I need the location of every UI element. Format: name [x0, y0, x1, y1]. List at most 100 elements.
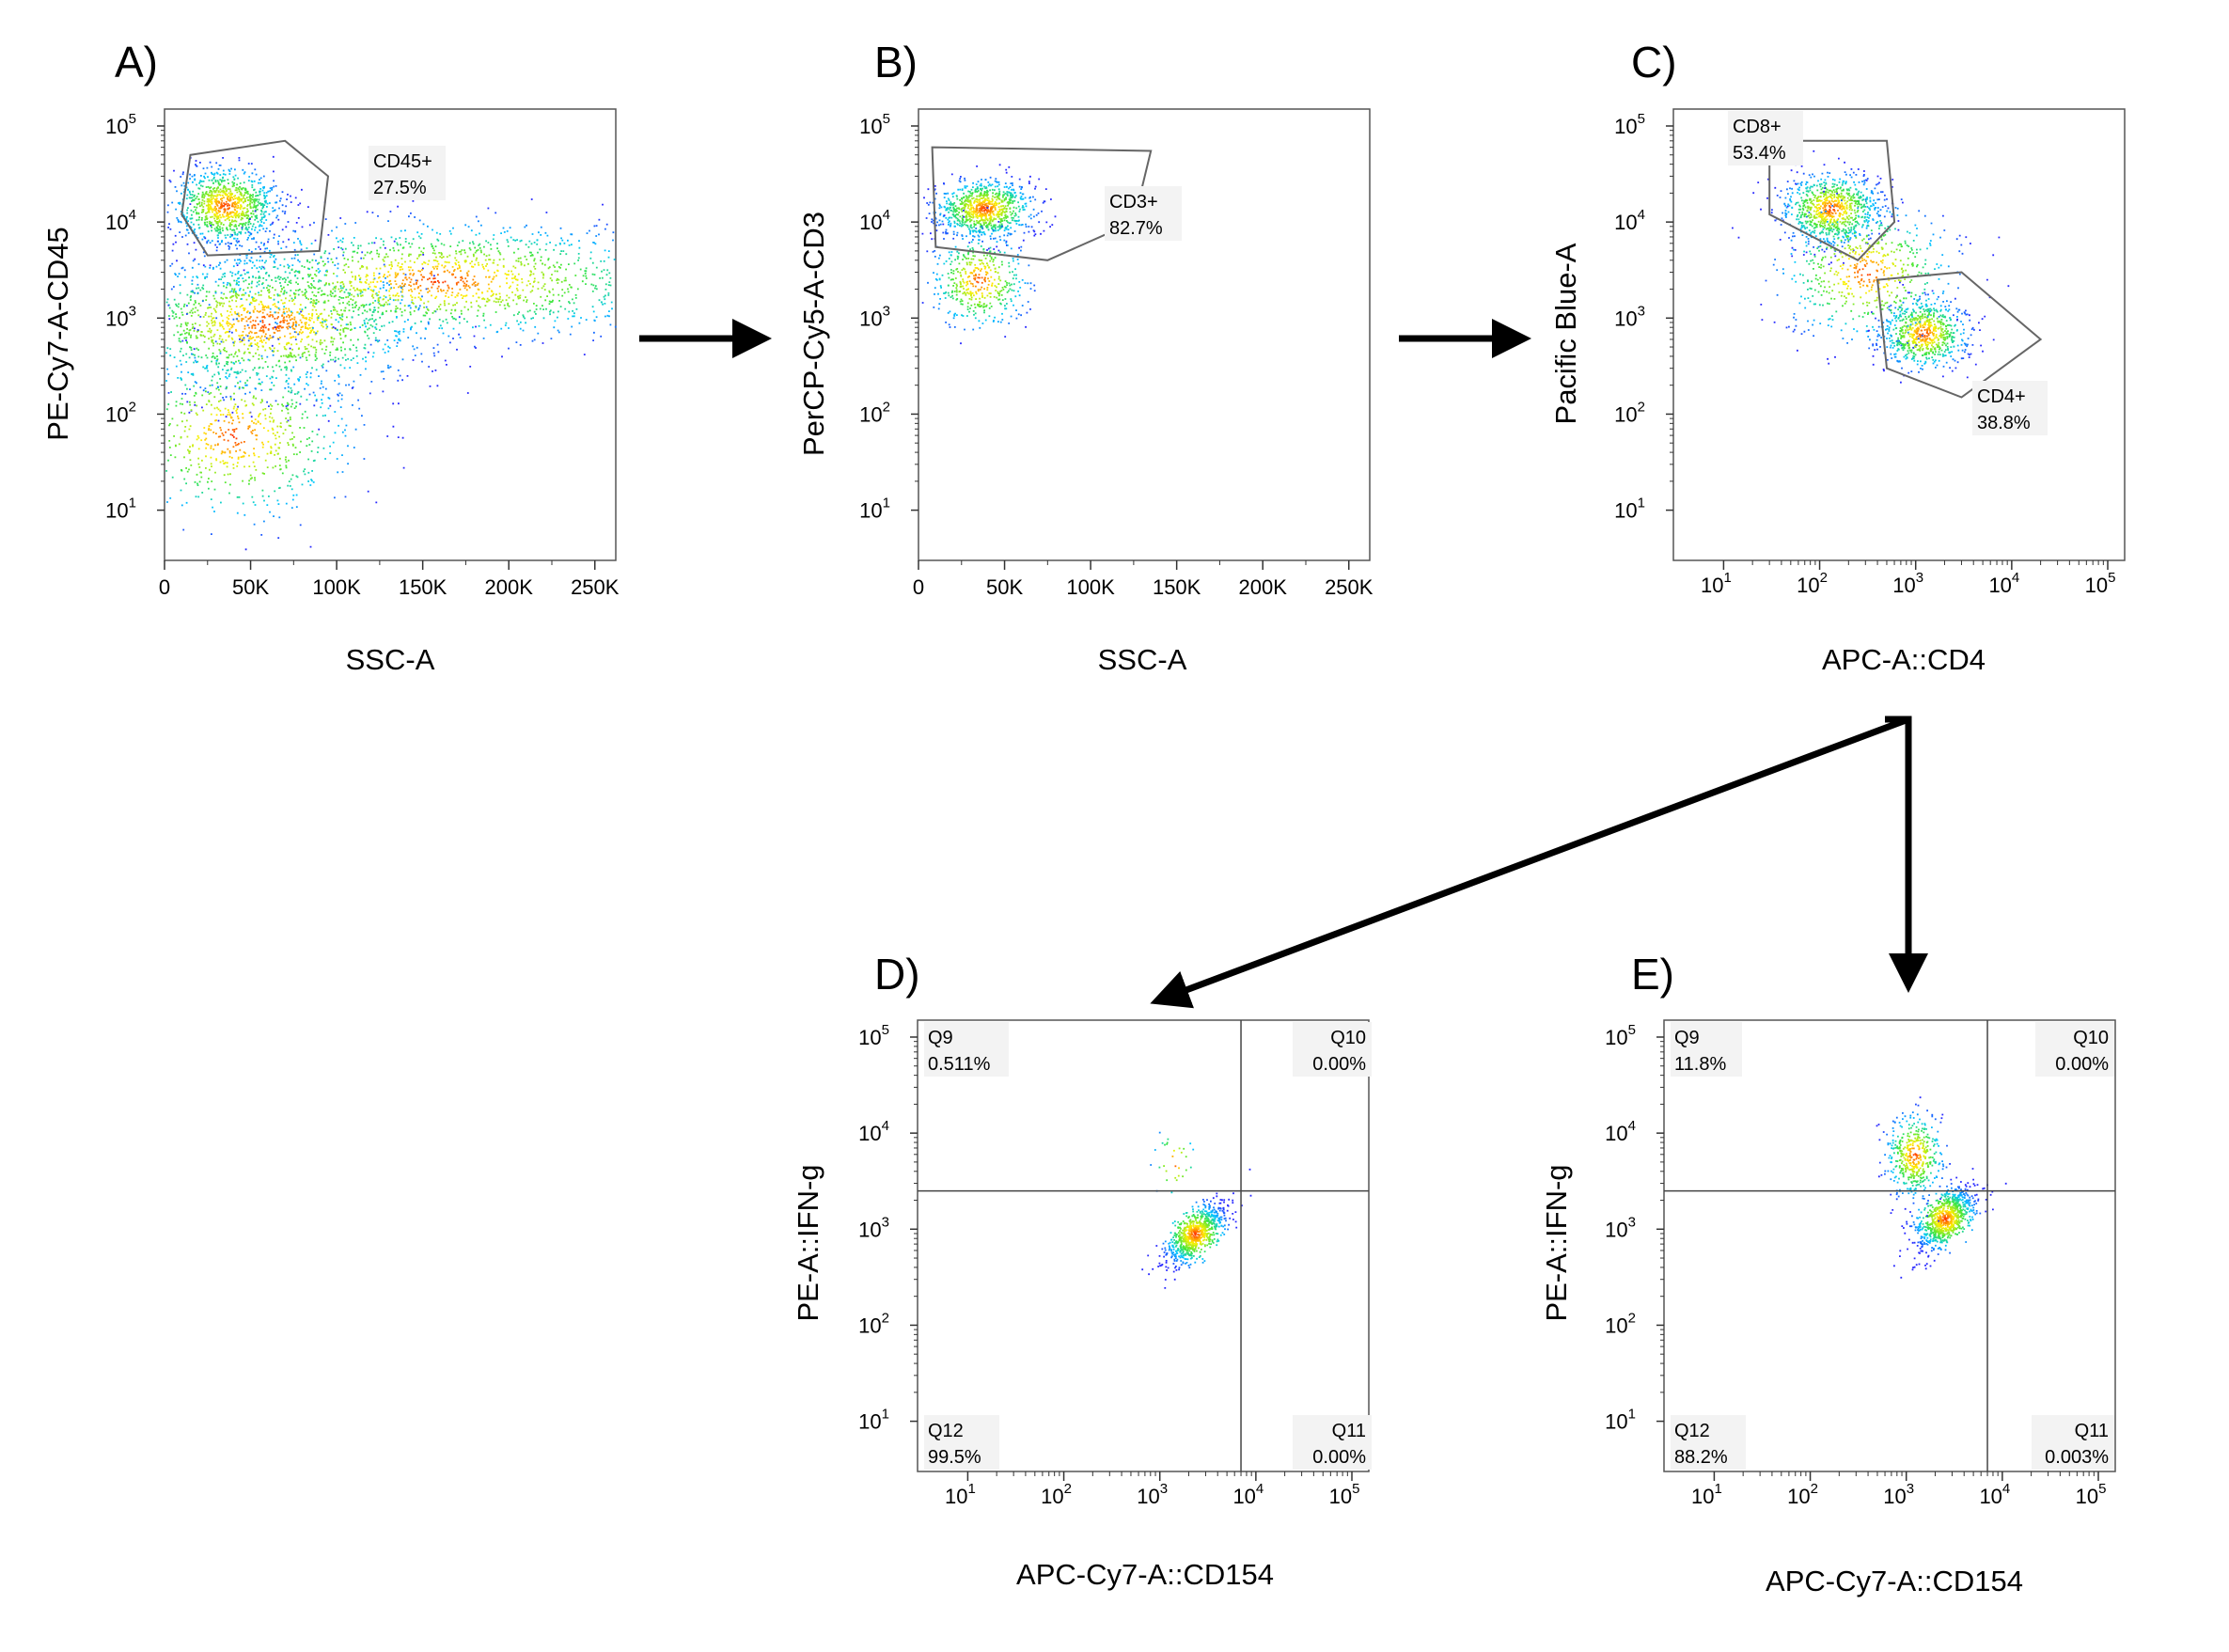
- event-dots: [1013, 197, 1016, 198]
- event-dots: [1905, 325, 1907, 327]
- event-dots: [1912, 308, 1914, 311]
- event-dots: [1203, 1221, 1207, 1225]
- event-dots: [272, 433, 275, 434]
- event-dots: [273, 185, 275, 188]
- event-dots: [1776, 195, 1779, 197]
- event-dots: [1834, 205, 1840, 214]
- event-dots: [1816, 247, 1819, 249]
- event-dots: [1006, 282, 1008, 284]
- event-dots: [954, 277, 957, 279]
- event-dots: [986, 195, 988, 197]
- event-dots: [540, 256, 542, 259]
- event-dots: [945, 199, 950, 211]
- event-dots: [202, 167, 205, 170]
- event-dots: [1836, 225, 1839, 228]
- event-dots: [987, 283, 990, 286]
- event-dots: [1913, 359, 1916, 362]
- y-tick-exponent: 2: [883, 399, 890, 415]
- event-dots: [983, 202, 990, 216]
- event-dots: [399, 374, 401, 377]
- event-dots: [282, 292, 285, 295]
- event-dots: [1848, 204, 1851, 207]
- event-dots: [292, 321, 297, 330]
- event-dots: [976, 203, 980, 207]
- event-dots: [1015, 309, 1017, 311]
- event-dots: [608, 315, 610, 318]
- event-dots: [1884, 205, 1887, 207]
- event-dots: [270, 297, 272, 299]
- event-dots: [415, 279, 417, 282]
- event-dots: [212, 209, 228, 216]
- event-dots: [353, 287, 355, 290]
- event-dots: [226, 212, 228, 215]
- event-dots: [1907, 350, 1915, 355]
- event-dots: [272, 326, 275, 329]
- event-dots: [279, 199, 281, 202]
- event-dots: [508, 287, 510, 289]
- event-dots: [196, 329, 199, 331]
- event-dots: [1921, 345, 1923, 348]
- event-dots: [1807, 185, 1822, 193]
- event-dots: [984, 276, 986, 279]
- event-dots: [984, 198, 998, 215]
- event-dots: [1932, 346, 1935, 348]
- event-dots: [196, 276, 199, 279]
- event-dots: [957, 271, 959, 273]
- event-dots: [364, 331, 367, 334]
- event-dots: [295, 343, 298, 345]
- event-dots: [1837, 231, 1840, 233]
- event-dots: [1849, 264, 1852, 267]
- event-dots: [1929, 307, 1932, 310]
- event-dots: [306, 417, 308, 419]
- event-dots: [1828, 214, 1829, 216]
- event-dots: [202, 284, 205, 287]
- event-dots: [289, 485, 291, 487]
- event-dots: [294, 447, 297, 448]
- event-dots: [270, 412, 272, 415]
- event-dots: [196, 212, 206, 224]
- event-dots: [1955, 307, 1958, 310]
- panel-letter: D): [874, 950, 920, 999]
- event-dots: [992, 219, 994, 222]
- event-dots: [1013, 214, 1016, 217]
- event-dots: [1941, 292, 1944, 294]
- event-dots: [195, 164, 196, 165]
- event-dots: [179, 402, 181, 405]
- event-dots: [994, 316, 996, 319]
- event-dots: [1832, 185, 1835, 188]
- event-dots: [1935, 330, 1943, 346]
- event-dots: [450, 294, 453, 296]
- event-dots: [1853, 209, 1856, 212]
- event-dots: [241, 227, 243, 229]
- event-dots: [1807, 238, 1810, 240]
- event-dots: [463, 285, 465, 287]
- event-dots: [560, 250, 562, 252]
- event-dots: [1022, 205, 1024, 207]
- event-dots: [1011, 197, 1012, 199]
- event-dots: [250, 163, 253, 165]
- event-dots: [210, 463, 212, 465]
- event-dots: [203, 432, 206, 434]
- event-dots: [1033, 290, 1036, 292]
- event-dots: [982, 206, 985, 209]
- event-dots: [231, 288, 233, 291]
- event-dots: [1000, 225, 1003, 228]
- event-dots: [259, 190, 266, 213]
- event-dots: [1864, 198, 1867, 201]
- event-dots: [1919, 321, 1922, 323]
- event-dots: [434, 370, 437, 371]
- event-dots: [215, 458, 217, 461]
- event-dots: [977, 303, 979, 306]
- event-dots: [1184, 1221, 1186, 1224]
- x-axis-label: SSC-A: [1098, 643, 1187, 676]
- event-dots: [1900, 338, 1907, 347]
- event-dots: [197, 193, 200, 195]
- event-dots: [1920, 360, 1922, 363]
- event-dots: [347, 259, 349, 260]
- event-dots: [200, 212, 203, 213]
- event-dots: [1854, 204, 1856, 207]
- event-dots: [582, 275, 585, 277]
- event-dots: [247, 215, 250, 217]
- event-dots: [1901, 307, 1904, 310]
- event-dots: [1860, 206, 1863, 209]
